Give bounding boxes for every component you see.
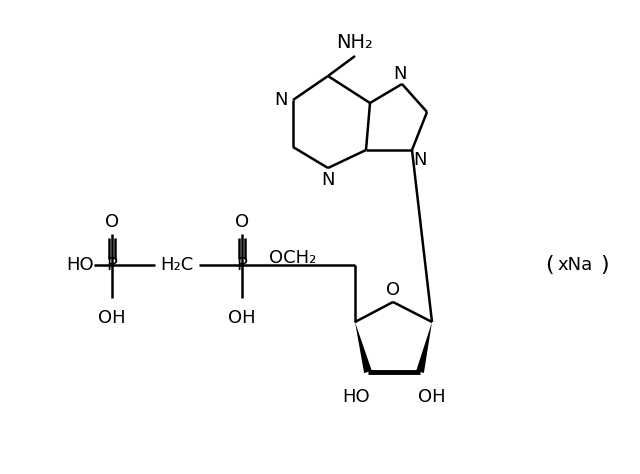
Text: OH: OH xyxy=(98,309,126,327)
Text: OH: OH xyxy=(418,388,446,406)
Text: OH: OH xyxy=(228,309,256,327)
Text: ): ) xyxy=(601,255,609,275)
Polygon shape xyxy=(355,322,372,373)
Text: xNa: xNa xyxy=(557,256,593,274)
Text: N: N xyxy=(413,151,427,169)
Text: H₂C: H₂C xyxy=(161,256,194,274)
Text: P: P xyxy=(107,256,117,274)
Text: (: ( xyxy=(545,255,554,275)
Text: N: N xyxy=(321,171,335,189)
Text: NH₂: NH₂ xyxy=(337,33,373,52)
Polygon shape xyxy=(416,322,432,373)
Text: O: O xyxy=(386,281,400,299)
Text: N: N xyxy=(393,65,407,83)
Text: O: O xyxy=(105,213,119,231)
Text: N: N xyxy=(275,91,288,109)
Text: P: P xyxy=(237,256,248,274)
Text: OCH₂: OCH₂ xyxy=(269,249,317,267)
Text: O: O xyxy=(235,213,249,231)
Text: HO: HO xyxy=(342,388,370,406)
Text: HO: HO xyxy=(66,256,94,274)
